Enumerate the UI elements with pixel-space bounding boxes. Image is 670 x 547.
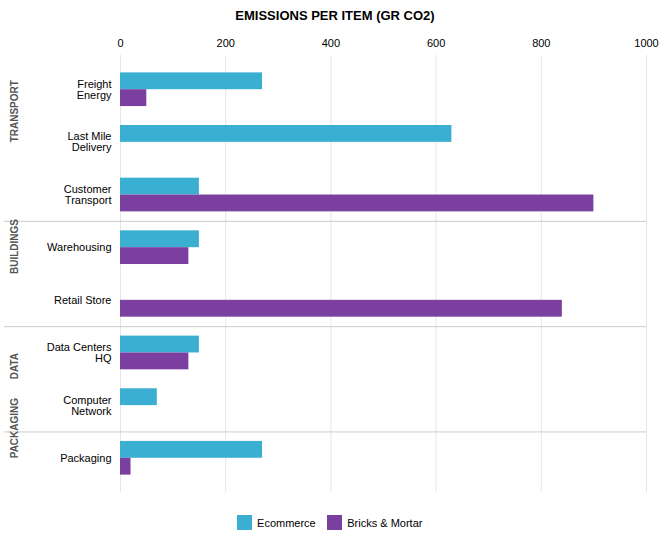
svg-text:Warehousing: Warehousing	[47, 241, 111, 253]
svg-text:Packaging: Packaging	[60, 452, 111, 464]
svg-text:PACKAGING: PACKAGING	[9, 398, 20, 459]
svg-text:TRANSPORT: TRANSPORT	[9, 80, 20, 142]
svg-text:Last MileDelivery: Last MileDelivery	[67, 130, 112, 153]
html-text:Ecommerce: Ecommerce	[257, 516, 316, 529]
svg-text:Retail Store: Retail Store	[54, 294, 111, 306]
svg-text:800: 800	[532, 37, 550, 49]
svg-text:FreightEnergy: FreightEnergy	[77, 78, 112, 101]
svg-text:200: 200	[217, 37, 235, 49]
svg-text:1000: 1000	[634, 37, 658, 49]
svg-text:BUILDINGS: BUILDINGS	[9, 219, 20, 274]
svg-text:ComputerNetwork: ComputerNetwork	[63, 394, 112, 417]
svg-text:400: 400	[322, 37, 340, 49]
html-text:Bricks & Mortar: Bricks & Mortar	[347, 516, 423, 529]
svg-text:Data CentersHQ: Data CentersHQ	[47, 341, 112, 364]
svg-text:0: 0	[117, 37, 123, 49]
html-text:EMISSIONS PER ITEM (GR CO2): EMISSIONS PER ITEM (GR CO2)	[235, 8, 435, 23]
svg-text:DATA: DATA	[9, 353, 20, 379]
svg-text:CustomerTransport: CustomerTransport	[64, 183, 112, 206]
svg-text:600: 600	[427, 37, 445, 49]
